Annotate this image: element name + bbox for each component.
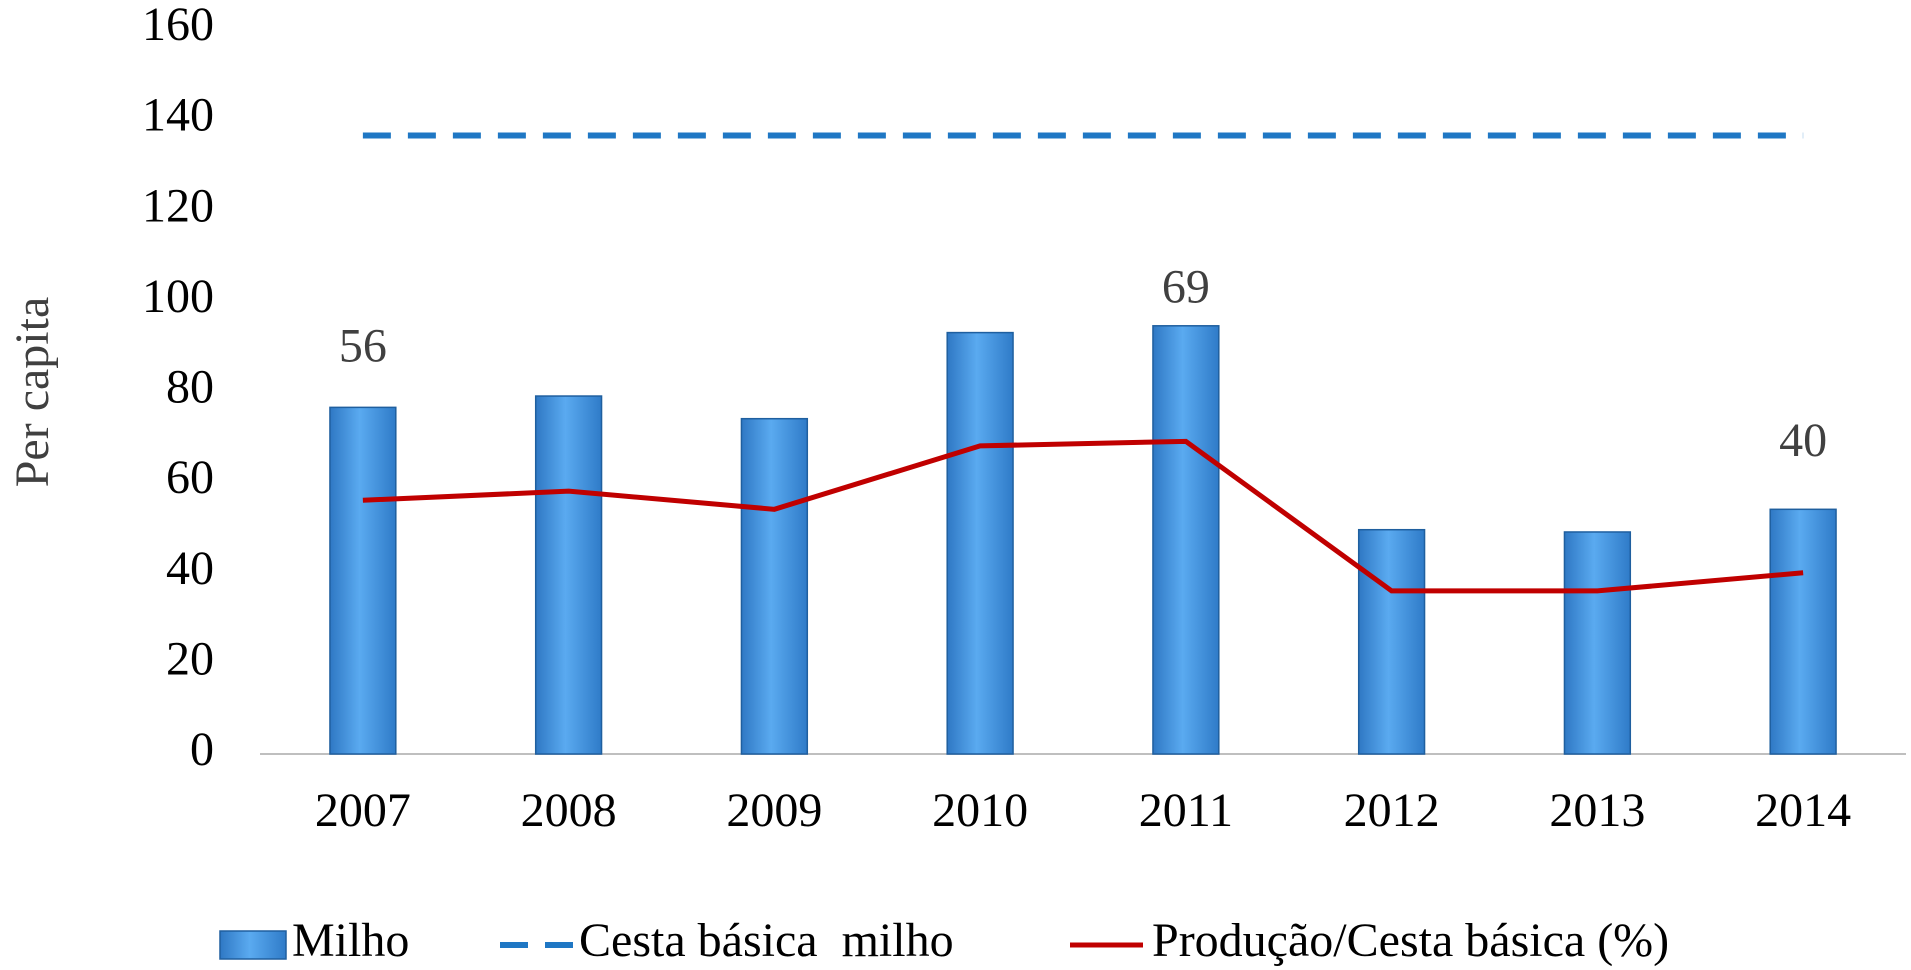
x-tick-label: 2013: [1549, 784, 1645, 837]
legend-swatch: [219, 930, 287, 960]
x-tick-label: 2009: [726, 784, 822, 837]
x-tick-label: 2014: [1755, 784, 1851, 837]
y-tick-label: 140: [142, 89, 214, 142]
x-tick-label: 2008: [521, 784, 617, 837]
y-tick-label: 60: [166, 451, 214, 504]
legend-label: Milho: [292, 914, 409, 967]
line: [362, 438, 1804, 594]
bar: [329, 406, 397, 755]
x-tick-label: 2010: [932, 784, 1028, 837]
bar: [946, 331, 1014, 755]
y-tick-label: 120: [142, 179, 214, 232]
data-label: 40: [1779, 414, 1827, 467]
bar: [740, 417, 809, 755]
y-tick-label: 40: [166, 542, 214, 595]
y-tick-label: 100: [142, 270, 214, 323]
bar: [1769, 508, 1837, 755]
legend-label: Produção/Cesta básica (%): [1152, 914, 1669, 967]
bar: [1152, 325, 1220, 755]
bar: [534, 395, 603, 755]
x-tick-label: 2011: [1139, 784, 1233, 837]
bar: [1563, 531, 1632, 755]
data-label: 56: [339, 319, 387, 372]
data-label: 69: [1162, 260, 1210, 313]
x-tick-label: 2007: [315, 784, 411, 837]
y-tick-label: 80: [166, 361, 214, 414]
y-tick-label: 20: [166, 632, 214, 685]
x-tick-label: 2012: [1344, 784, 1440, 837]
y-tick-label: 0: [190, 723, 214, 776]
y-tick-label: 160: [142, 0, 214, 51]
y-axis-label: Per capita: [6, 297, 59, 488]
legend-label: Cesta básica milho: [579, 914, 954, 967]
bar: [1357, 528, 1426, 755]
